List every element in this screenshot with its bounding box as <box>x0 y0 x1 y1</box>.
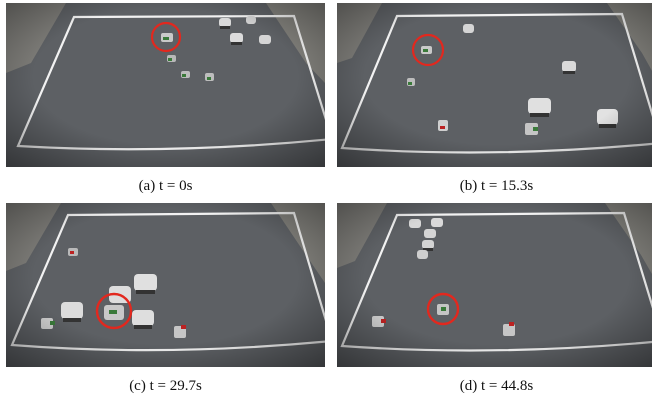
photo-panel-d <box>337 203 652 367</box>
vignette <box>337 3 652 167</box>
caption-a: (a) t = 0s <box>138 178 193 194</box>
arena-photo-b <box>337 3 652 167</box>
arena-photo-c <box>6 203 325 367</box>
photo-panel-a <box>6 3 325 167</box>
photo-panel-b <box>337 3 652 167</box>
photo-panel-c <box>6 203 325 367</box>
caption-b: (b) t = 15.3s <box>459 178 534 194</box>
vignette <box>6 203 325 367</box>
caption-d: (d) t = 44.8s <box>459 378 534 394</box>
arena-photo-d <box>337 203 652 367</box>
vignette <box>6 3 325 167</box>
caption-c: (c) t = 29.7s <box>129 378 202 394</box>
arena-photo-a <box>6 3 325 167</box>
vignette <box>337 203 652 367</box>
